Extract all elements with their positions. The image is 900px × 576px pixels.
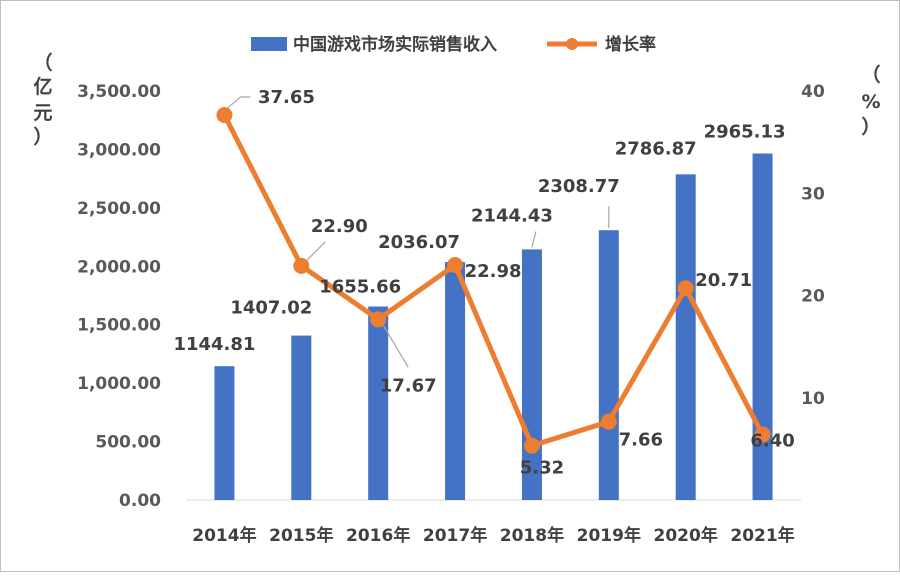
right-axis-title-char: （ [861,63,880,86]
bar-value-label: 1655.66 [319,277,401,298]
left-axis-title-char: 亿 [33,75,52,98]
left-tick-label: 3,500.00 [77,82,161,102]
growth-marker [754,426,771,443]
line-data-labels: 37.65 22.90 17.67 22.98 5.32 7.66 20.71 6.40 [258,87,795,479]
bar [214,366,235,500]
growth-value-label: 17.67 [380,375,437,396]
left-axis-title-char: ） [33,125,52,148]
bar [445,262,466,500]
bar [291,335,312,500]
right-tick-label: 20 [801,287,825,307]
bar-value-label: 1407.02 [230,298,312,319]
left-tick-label: 0.00 [119,491,161,511]
growth-marker [216,107,233,124]
right-tick-label: 40 [801,82,825,102]
growth-line [222,113,765,449]
legend-label-growth: 增长率 [605,34,656,55]
bar-value-label: 2036.07 [378,232,460,253]
growth-marker [523,437,540,454]
growth-value-label: 22.98 [465,261,522,282]
left-axis-title-char: 元 [33,102,52,124]
right-axis-title-char: % [861,91,880,113]
left-axis-title-char: （ [33,51,52,74]
bar-value-label: 2308.77 [538,176,620,197]
right-axis-ticks: 10 20 30 40 [801,82,825,409]
growth-value-label: 5.32 [520,458,564,479]
x-tick-label: 2020年 [654,525,718,546]
leader-line [531,231,537,248]
left-axis-ticks: 0.00 500.00 1,000.00 1,500.00 2,000.00 2,500.… [77,82,161,511]
right-tick-label: 10 [801,389,825,409]
left-tick-label: 500.00 [95,433,161,453]
growth-value-label: 37.65 [258,87,315,108]
growth-line-series [216,107,771,454]
growth-value-label: 20.71 [695,270,752,291]
x-tick-label: 2016年 [346,525,410,546]
x-tick-label: 2021年 [730,525,794,546]
leader-line [381,323,409,368]
bar-value-label: 2786.87 [615,138,697,159]
left-tick-label: 1,000.00 [77,374,161,394]
left-axis-title: （亿元） [33,51,52,148]
bar-data-labels: 1144.81 1407.02 1655.66 2036.07 2144.43 2308.… [173,122,785,356]
legend-swatch-revenue [251,37,287,51]
growth-marker [370,311,387,328]
growth-value-label: 7.66 [619,430,663,451]
x-tick-label: 2015年 [269,525,333,546]
left-tick-label: 2,500.00 [77,199,161,219]
growth-marker [677,280,694,297]
bar-value-label: 2144.43 [471,205,553,226]
left-tick-label: 1,500.00 [77,316,161,336]
left-tick-label: 2,000.00 [77,257,161,277]
bar [598,230,619,500]
right-tick-label: 30 [801,184,825,204]
label-leader-lines [226,96,610,368]
growth-value-label: 22.90 [311,216,368,237]
right-axis-title-char: ） [861,115,880,138]
bar [368,306,389,500]
bar-value-label: 1144.81 [173,334,255,355]
x-axis-ticks: 2014年 2015年 2016年 2017年 2018年 2019年 2020年 2021年 [192,525,794,546]
growth-value-label: 6.40 [750,431,794,452]
leader-line [226,96,251,110]
legend-label-revenue: 中国游戏市场实际销售收入 [293,34,497,55]
legend-swatch-growth-marker [566,38,578,50]
growth-marker [447,257,464,274]
x-tick-label: 2018年 [500,525,564,546]
bar-series [214,153,773,500]
growth-marker [600,413,617,430]
x-tick-label: 2019年 [577,525,641,546]
left-tick-label: 3,000.00 [77,140,161,160]
bar [675,174,696,500]
growth-marker [293,257,310,274]
leader-line [304,241,326,263]
x-tick-label: 2017年 [423,525,487,546]
bar [752,153,773,500]
right-axis-title: （%） [861,63,880,138]
bar-value-label: 2965.13 [704,122,786,143]
x-tick-label: 2014年 [192,525,256,546]
legend: 中国游戏市场实际销售收入 增长率 [251,34,656,55]
